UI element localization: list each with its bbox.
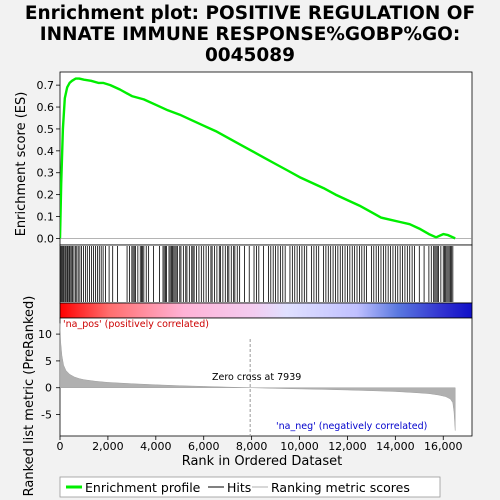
es-y-tick-label: 0.2 [37, 189, 55, 202]
legend-metric-label: Ranking metric scores [271, 480, 410, 495]
es-y-tick-label: 0.4 [37, 145, 55, 158]
chart-title-line-2: INNATE IMMUNE RESPONSE%GOBP%GO: [40, 24, 461, 45]
metric-layer [59, 323, 456, 436]
chart-title-line-3: 0045089 [205, 45, 295, 66]
legend-box [59, 476, 441, 498]
x-tick-label: 0 [57, 440, 64, 453]
es-profile-line [60, 77, 456, 240]
legend-es-label: Enrichment profile [85, 480, 201, 495]
hits-layer [60, 246, 454, 302]
x-axis-ticks: 0 2,000 4,000 6,000 8,000 10,000 12,000 14,000 1… [57, 436, 463, 453]
metric-y-tick-label: 0 [45, 382, 52, 395]
es-y-axis-label: Enrichment score (ES) [14, 92, 29, 237]
es-y-ticks: 0.0 0.1 0.2 0.3 0.4 0.5 0.6 0.7 [37, 79, 60, 245]
es-y-tick-label: 0.6 [37, 101, 55, 114]
metric-plot-area [59, 317, 473, 437]
x-tick-label: 14,000 [376, 440, 415, 453]
x-tick-label: 2,000 [92, 440, 124, 453]
hits-panel [59, 244, 473, 304]
zero-cross-label: Zero cross at 7939 [212, 372, 301, 383]
es-y-tick-label: 0.5 [37, 123, 55, 136]
legend-hits-label: Hits [227, 480, 251, 495]
metric-y-ticks: -5 0 5 10 [38, 328, 60, 422]
rank-color-bar [59, 302, 473, 319]
x-tick-label: 4,000 [140, 440, 172, 453]
x-tick-label: 8,000 [236, 440, 268, 453]
metric-y-tick-label: -5 [41, 409, 52, 422]
es-y-tick-label: 0.7 [37, 79, 55, 92]
negative-correlation-label: 'na_neg' (negatively correlated) [276, 421, 427, 432]
es-y-tick-label: 0.0 [37, 232, 55, 245]
metric-y-axis-label: Ranked list metric (PreRanked) [22, 296, 37, 497]
chart-title-line-1: Enrichment plot: POSITIVE REGULATION OF [25, 3, 475, 24]
x-tick-label: 12,000 [328, 440, 367, 453]
es-y-tick-label: 0.3 [37, 167, 55, 180]
es-y-tick-label: 0.1 [37, 211, 55, 224]
x-tick-label: 16,000 [424, 440, 463, 453]
positive-correlation-label: 'na_pos' (positively correlated) [63, 319, 209, 330]
x-tick-label: 6,000 [188, 440, 220, 453]
metric-y-tick-label: 10 [38, 328, 52, 341]
metric-y-tick-label: 5 [45, 355, 52, 368]
x-axis-label: Rank in Ordered Dataset [182, 454, 343, 469]
x-tick-label: 10,000 [280, 440, 319, 453]
ranking-metric-area [59, 323, 456, 431]
es-curve-layer [60, 77, 472, 240]
